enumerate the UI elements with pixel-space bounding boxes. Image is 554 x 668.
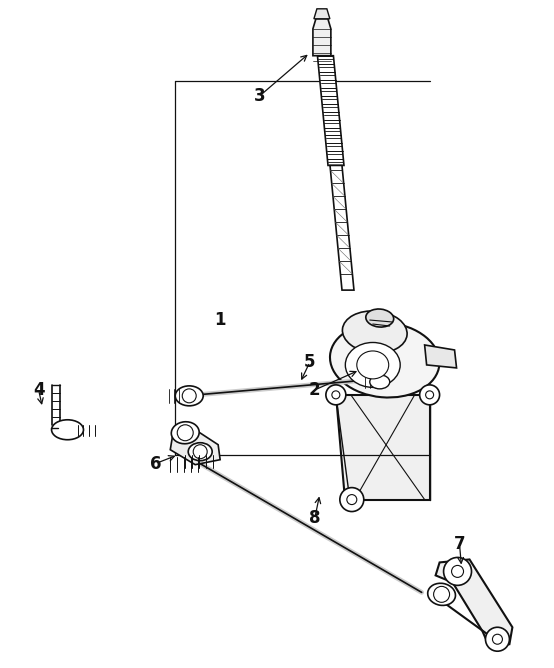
Polygon shape xyxy=(313,19,331,55)
Polygon shape xyxy=(336,395,429,500)
Circle shape xyxy=(493,634,502,644)
Polygon shape xyxy=(330,166,354,290)
Polygon shape xyxy=(435,559,512,647)
Ellipse shape xyxy=(342,311,407,353)
Circle shape xyxy=(444,557,471,585)
Text: 6: 6 xyxy=(150,455,161,473)
Text: 5: 5 xyxy=(304,353,316,371)
Circle shape xyxy=(452,565,464,577)
Ellipse shape xyxy=(175,386,203,406)
Text: 7: 7 xyxy=(454,536,465,554)
Polygon shape xyxy=(170,428,220,465)
Ellipse shape xyxy=(428,583,455,605)
Circle shape xyxy=(434,587,449,603)
Circle shape xyxy=(340,488,364,512)
Text: 3: 3 xyxy=(254,87,266,105)
Ellipse shape xyxy=(357,351,389,379)
Ellipse shape xyxy=(330,323,439,397)
Circle shape xyxy=(177,425,193,441)
Circle shape xyxy=(326,385,346,405)
Polygon shape xyxy=(317,55,344,166)
Text: 4: 4 xyxy=(33,381,44,399)
Circle shape xyxy=(193,445,207,459)
Polygon shape xyxy=(424,345,456,368)
Circle shape xyxy=(485,627,510,651)
Text: 1: 1 xyxy=(214,311,226,329)
Ellipse shape xyxy=(171,422,199,444)
Circle shape xyxy=(182,389,196,403)
Text: 8: 8 xyxy=(309,508,321,526)
Ellipse shape xyxy=(370,375,389,389)
Polygon shape xyxy=(314,9,330,19)
Circle shape xyxy=(332,391,340,399)
Ellipse shape xyxy=(345,343,400,387)
Ellipse shape xyxy=(188,443,212,461)
Circle shape xyxy=(425,391,434,399)
Ellipse shape xyxy=(52,420,84,440)
Circle shape xyxy=(419,385,439,405)
Ellipse shape xyxy=(366,309,394,327)
Text: 2: 2 xyxy=(309,381,321,399)
Circle shape xyxy=(347,494,357,504)
